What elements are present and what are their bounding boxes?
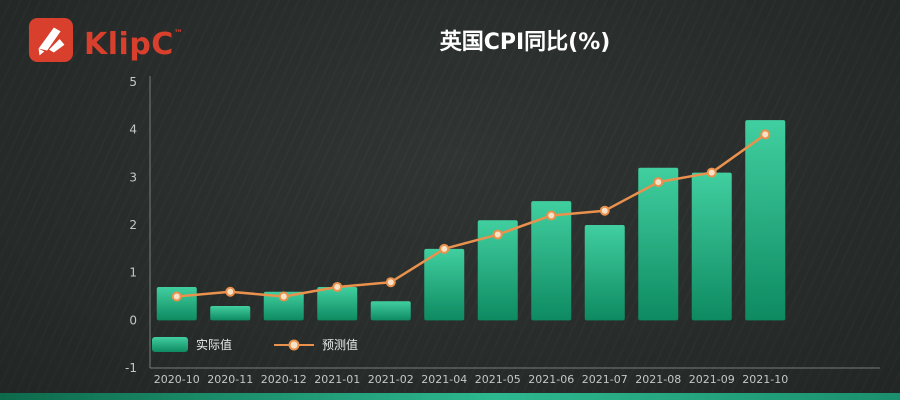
- y-tick-label-5: 5: [129, 75, 137, 89]
- forecast-marker-icon: [288, 339, 300, 350]
- x-tick-label-2021-02: 2021-02: [368, 373, 414, 386]
- bar-2021-02: [370, 301, 411, 321]
- forecast-series-swatch: [274, 339, 315, 350]
- x-tick-label-2020-12: 2020-12: [261, 373, 307, 386]
- x-tick-label-2021-09: 2021-09: [689, 373, 735, 386]
- x-tick-label-2021-10: 2021-10: [742, 373, 788, 386]
- bar-2021-07: [584, 225, 625, 321]
- forecast-marker-2021-04: [439, 243, 450, 254]
- bar-2020-11: [210, 306, 251, 321]
- forecast-marker-2021-05: [492, 229, 503, 240]
- trademark-symbol: ™: [173, 29, 184, 39]
- x-tick-label-2021-01: 2021-01: [314, 373, 360, 386]
- logo-wordmark: KlipC: [84, 27, 174, 62]
- chart-legend: 实际值 预测值: [152, 336, 358, 353]
- forecast-marker-2020-10: [171, 291, 182, 302]
- y-tick-label-3: 3: [129, 170, 137, 184]
- forecast-marker-2021-09: [706, 167, 717, 178]
- klipc-logo-icon: [28, 17, 74, 62]
- bar-2021-01: [317, 286, 358, 321]
- klipc-logo: KlipC™: [28, 11, 183, 68]
- x-tick-label-2021-05: 2021-05: [475, 373, 521, 386]
- bar-2021-08: [638, 167, 679, 321]
- bar-2021-06: [531, 201, 572, 321]
- forecast-marker-2021-10: [760, 129, 771, 140]
- x-tick-label-2020-11: 2020-11: [207, 373, 253, 386]
- forecast-marker-2020-11: [225, 286, 236, 297]
- forecast-line: [176, 133, 766, 298]
- bar-2021-05: [477, 220, 518, 321]
- forecast-marker-2020-12: [278, 291, 289, 302]
- actual-series-label: 实际值: [196, 338, 233, 352]
- forecast-marker-2021-07: [599, 205, 610, 216]
- x-tick-label-2021-06: 2021-06: [528, 373, 574, 386]
- bar-2020-12: [263, 291, 304, 321]
- legend-item-forecast[interactable]: 预测值: [274, 336, 358, 353]
- bar-2021-04: [424, 248, 465, 321]
- y-tick-label-0: 0: [129, 313, 137, 327]
- y-tick-label--1: -1: [125, 361, 137, 375]
- x-tick-label-2021-07: 2021-07: [582, 373, 628, 386]
- forecast-marker-2021-06: [546, 210, 557, 221]
- bar-2021-10: [745, 120, 786, 321]
- y-tick-label-1: 1: [129, 266, 137, 280]
- logo-text: KlipC™: [84, 11, 183, 68]
- x-tick-label-2021-04: 2021-04: [421, 373, 467, 386]
- y-tick-label-2: 2: [129, 218, 137, 232]
- forecast-series-label: 预测值: [322, 338, 359, 352]
- x-tick-label-2021-08: 2021-08: [635, 373, 681, 386]
- y-tick-label-4: 4: [129, 123, 137, 137]
- bottom-accent-bar: [0, 393, 900, 400]
- forecast-marker-2021-08: [653, 177, 664, 188]
- chart-title: 英国CPI同比(%): [439, 30, 611, 55]
- forecast-marker-2021-01: [332, 281, 343, 292]
- x-tick-label-2020-10: 2020-10: [154, 373, 200, 386]
- bar-2021-09: [691, 172, 732, 321]
- forecast-marker-2021-02: [385, 277, 396, 288]
- legend-item-actual[interactable]: 实际值: [152, 336, 232, 353]
- actual-series-swatch: [152, 337, 188, 352]
